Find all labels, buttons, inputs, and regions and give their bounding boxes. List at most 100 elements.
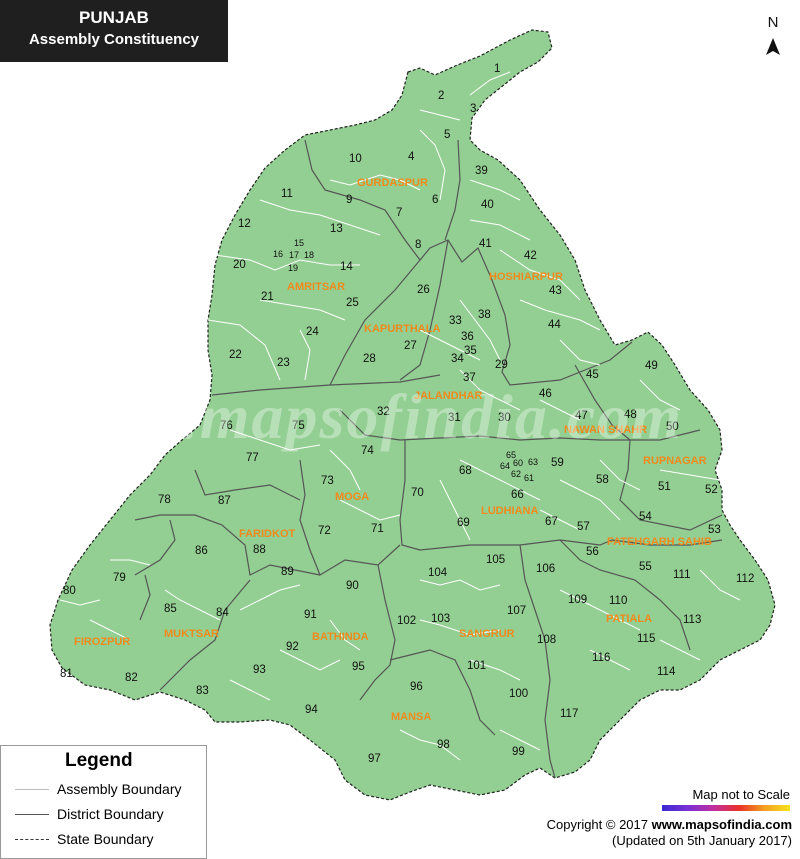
ac-32: 32 <box>377 406 390 418</box>
ac-111: 111 <box>673 569 690 581</box>
ac-48: 48 <box>624 409 637 421</box>
district-muktsar: MUKTSAR <box>164 628 219 640</box>
ac-92: 92 <box>286 641 299 653</box>
ac-5: 5 <box>444 129 450 141</box>
ac-52: 52 <box>705 484 718 496</box>
ac-71: 71 <box>371 523 384 535</box>
ac-3: 3 <box>470 103 476 115</box>
district-labels: GURDASPUR AMRITSAR HOSHIARPUR KAPURTHALA… <box>74 177 712 723</box>
ac-55: 55 <box>639 561 652 573</box>
ac-99: 99 <box>512 746 525 758</box>
ac-16: 16 <box>273 249 283 259</box>
district-amritsar: AMRITSAR <box>287 281 345 293</box>
ac-25: 25 <box>346 297 359 309</box>
ac-117: 117 <box>560 708 578 720</box>
ac-91: 91 <box>304 609 317 621</box>
ac-75: 75 <box>292 420 305 432</box>
ac-61: 61 <box>524 473 534 483</box>
ac-27: 27 <box>404 340 417 352</box>
legend-item-assembly: Assembly Boundary <box>15 780 205 800</box>
ac-10: 10 <box>349 153 362 165</box>
ac-87: 87 <box>218 495 231 507</box>
assembly-boundaries <box>59 71 741 761</box>
ac-113: 113 <box>683 614 701 626</box>
ac-64: 64 <box>500 461 510 471</box>
ac-34: 34 <box>451 353 464 365</box>
ac-80: 80 <box>63 585 76 597</box>
ac-72: 72 <box>318 525 331 537</box>
district-faridkot: FARIDKOT <box>239 528 296 540</box>
map-title-box: PUNJAB Assembly Constituency <box>0 0 228 62</box>
ac-79: 79 <box>113 572 126 584</box>
ac-107: 107 <box>507 605 526 617</box>
district-jalandhar: JALANDHAR <box>414 390 483 402</box>
north-arrow-icon <box>766 38 780 55</box>
ac-103: 103 <box>431 613 450 625</box>
ac-51: 51 <box>658 481 671 493</box>
ac-21: 21 <box>261 291 274 303</box>
district-fatehgarh-sahib: FATEHGARH SAHIB <box>607 536 712 548</box>
ac-40: 40 <box>481 199 494 211</box>
ac-60: 60 <box>513 458 523 468</box>
legend: Legend Assembly Boundary District Bounda… <box>0 745 207 859</box>
ac-76: 76 <box>220 420 233 432</box>
ac-36: 36 <box>461 331 474 343</box>
copyright-site[interactable]: www.mapsofindia.com <box>651 817 792 832</box>
ac-42: 42 <box>524 250 537 262</box>
ac-53: 53 <box>708 524 721 536</box>
scale-note: Map not to Scale <box>662 787 790 811</box>
legend-label-assembly: Assembly Boundary <box>57 781 182 797</box>
ac-23: 23 <box>277 357 290 369</box>
ac-6: 6 <box>432 194 438 206</box>
ac-41: 41 <box>479 238 492 250</box>
ac-65: 65 <box>506 450 516 460</box>
scale-note-text: Map not to Scale <box>692 787 790 802</box>
ac-29: 29 <box>495 359 508 371</box>
ac-100: 100 <box>509 688 528 700</box>
ac-63: 63 <box>528 457 538 467</box>
legend-item-district: District Boundary <box>15 805 205 825</box>
map-title: PUNJAB <box>79 8 149 27</box>
ac-69: 69 <box>457 517 470 529</box>
ac-85: 85 <box>164 603 177 615</box>
ac-78: 78 <box>158 494 171 506</box>
ac-68: 68 <box>459 465 472 477</box>
ac-110: 110 <box>609 595 627 607</box>
ac-77: 77 <box>246 452 259 464</box>
ac-39: 39 <box>475 165 488 177</box>
district-kapurthala: KAPURTHALA <box>364 323 440 335</box>
ac-4: 4 <box>408 151 415 163</box>
legend-label-district: District Boundary <box>57 806 164 822</box>
ac-108: 108 <box>537 634 556 646</box>
copyright-prefix: Copyright © 2017 <box>546 817 652 832</box>
ac-94: 94 <box>305 704 318 716</box>
ac-102: 102 <box>397 615 416 627</box>
ac-38: 38 <box>478 309 491 321</box>
ac-31: 31 <box>448 412 461 424</box>
ac-98: 98 <box>437 739 450 751</box>
ac-49: 49 <box>645 360 658 372</box>
copyright: Copyright © 2017 www.mapsofindia.com (Up… <box>470 817 792 849</box>
district-patiala: PATIALA <box>606 613 652 625</box>
district-bathinda: BATHINDA <box>312 631 369 643</box>
legend-title: Legend <box>65 750 133 771</box>
ac-46: 46 <box>539 388 552 400</box>
district-line-swatch <box>15 814 49 815</box>
ac-116: 116 <box>592 652 610 664</box>
state-line-swatch <box>15 839 49 840</box>
legend-item-state: State Boundary <box>15 830 205 850</box>
ac-101: 101 <box>467 660 486 672</box>
watermark: www.mapsofindia.com <box>50 381 684 452</box>
ac-54: 54 <box>639 511 652 523</box>
ac-50: 50 <box>666 421 679 433</box>
ac-90: 90 <box>346 580 359 592</box>
ac-84: 84 <box>216 607 229 619</box>
ac-20: 20 <box>233 259 246 271</box>
ac-114: 114 <box>657 666 676 678</box>
ac-28: 28 <box>363 353 376 365</box>
constituency-numbers: 1 2 3 4 5 6 7 8 9 10 11 12 13 14 15 16 1… <box>60 63 754 765</box>
district-mansa: MANSA <box>391 711 431 723</box>
ac-97: 97 <box>368 753 381 765</box>
north-indicator: N <box>758 14 788 31</box>
